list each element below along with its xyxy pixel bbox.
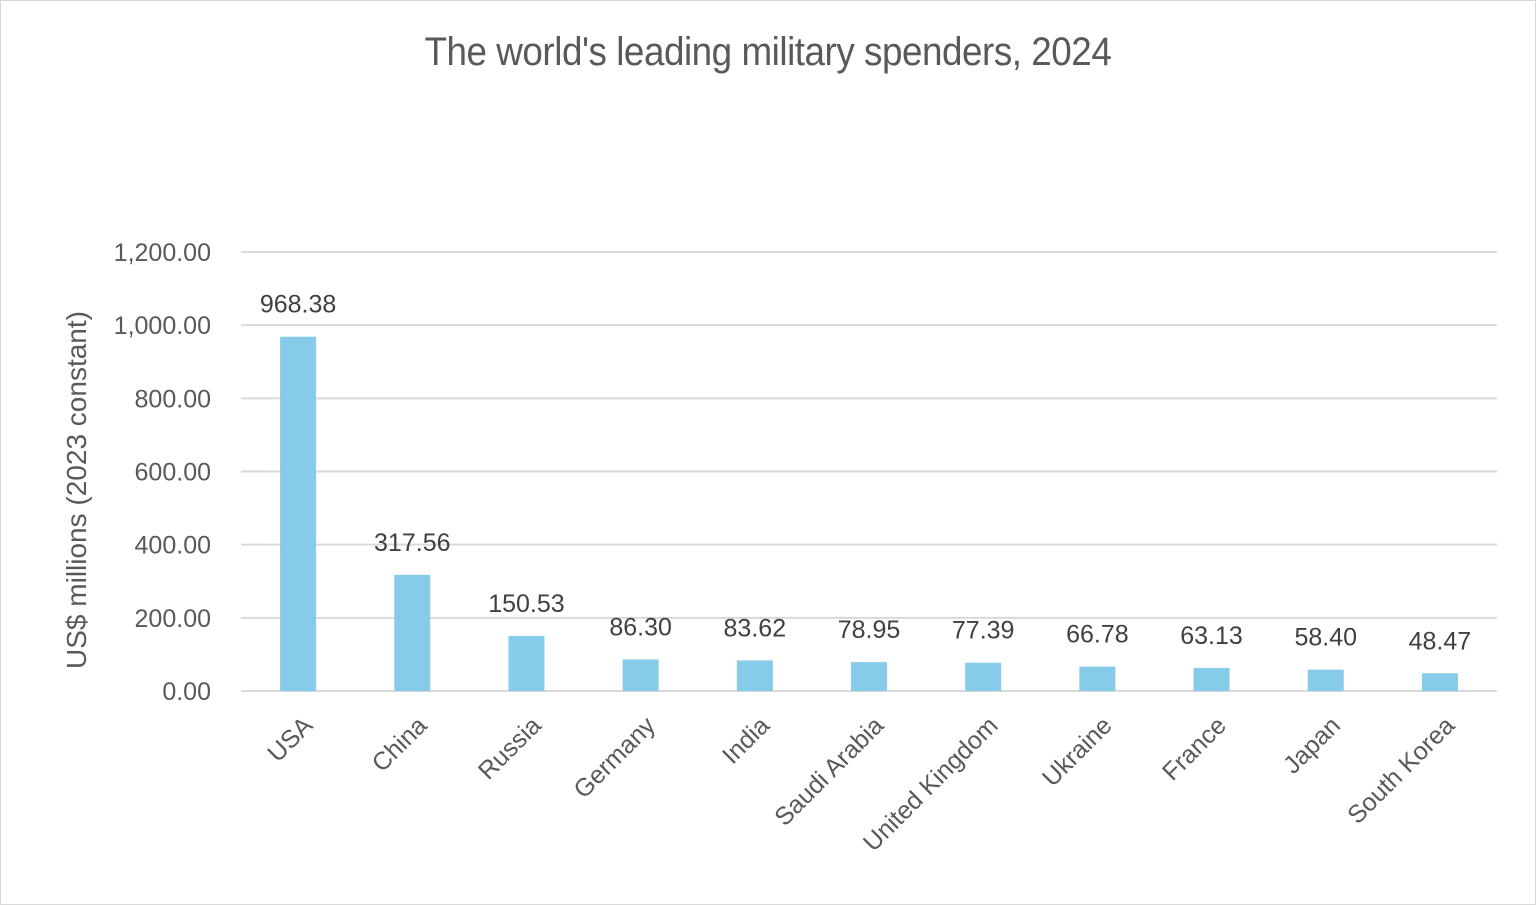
- x-tick-label: Ukraine: [1037, 711, 1118, 792]
- data-label: 63.13: [1180, 622, 1243, 650]
- y-tick-label: 0.00: [162, 678, 211, 706]
- data-label: 66.78: [1066, 621, 1129, 649]
- y-tick-label: 1,000.00: [114, 312, 211, 340]
- x-tick-label: Saudi Arabia: [769, 711, 889, 831]
- bars: [280, 336, 1458, 691]
- bar: [1307, 669, 1344, 691]
- data-label: 968.38: [260, 291, 336, 319]
- data-label: 83.62: [724, 614, 787, 642]
- x-tick-label: USA: [262, 711, 318, 767]
- bar: [508, 635, 545, 691]
- y-tick-label: 600.00: [135, 459, 211, 487]
- y-axis-ticks: 0.00 200.00 400.00 600.00 800.00 1,000.00 1,20…: [114, 239, 211, 706]
- data-label: 48.47: [1409, 627, 1472, 655]
- bar: [1193, 667, 1230, 691]
- bar: [622, 659, 659, 691]
- y-tick-label: 400.00: [135, 532, 211, 560]
- data-label: 78.95: [838, 616, 901, 644]
- data-label: 77.39: [952, 617, 1015, 645]
- bar: [1079, 666, 1116, 691]
- data-label: 86.30: [609, 613, 672, 641]
- bar: [965, 662, 1002, 691]
- data-label: 58.40: [1294, 624, 1357, 652]
- bar: [851, 662, 887, 691]
- bar: [736, 660, 773, 691]
- y-tick-label: 200.00: [135, 605, 211, 633]
- chart-title: The world's leading military spenders, 2…: [424, 30, 1112, 74]
- data-label: 150.53: [488, 590, 564, 618]
- x-tick-label: India: [717, 711, 775, 769]
- bar: [394, 574, 431, 691]
- data-labels: 968.38 317.56 150.53 86.30 83.62 78.95 77.39 66…: [260, 291, 1471, 656]
- y-axis-label: US$ millions (2023 constant): [61, 311, 92, 669]
- x-tick-label: Japan: [1278, 711, 1346, 779]
- bar: [280, 336, 317, 691]
- data-label: 317.56: [374, 529, 450, 557]
- y-tick-label: 800.00: [135, 385, 211, 413]
- x-tick-label: South Korea: [1342, 711, 1460, 829]
- x-tick-label: Russia: [473, 711, 547, 785]
- x-tick-label: France: [1157, 711, 1232, 786]
- x-tick-label: China: [367, 711, 433, 777]
- y-tick-label: 1,200.00: [114, 239, 211, 267]
- gridlines: [241, 251, 1497, 692]
- x-tick-label: Germany: [568, 711, 661, 804]
- bar: [1421, 673, 1458, 691]
